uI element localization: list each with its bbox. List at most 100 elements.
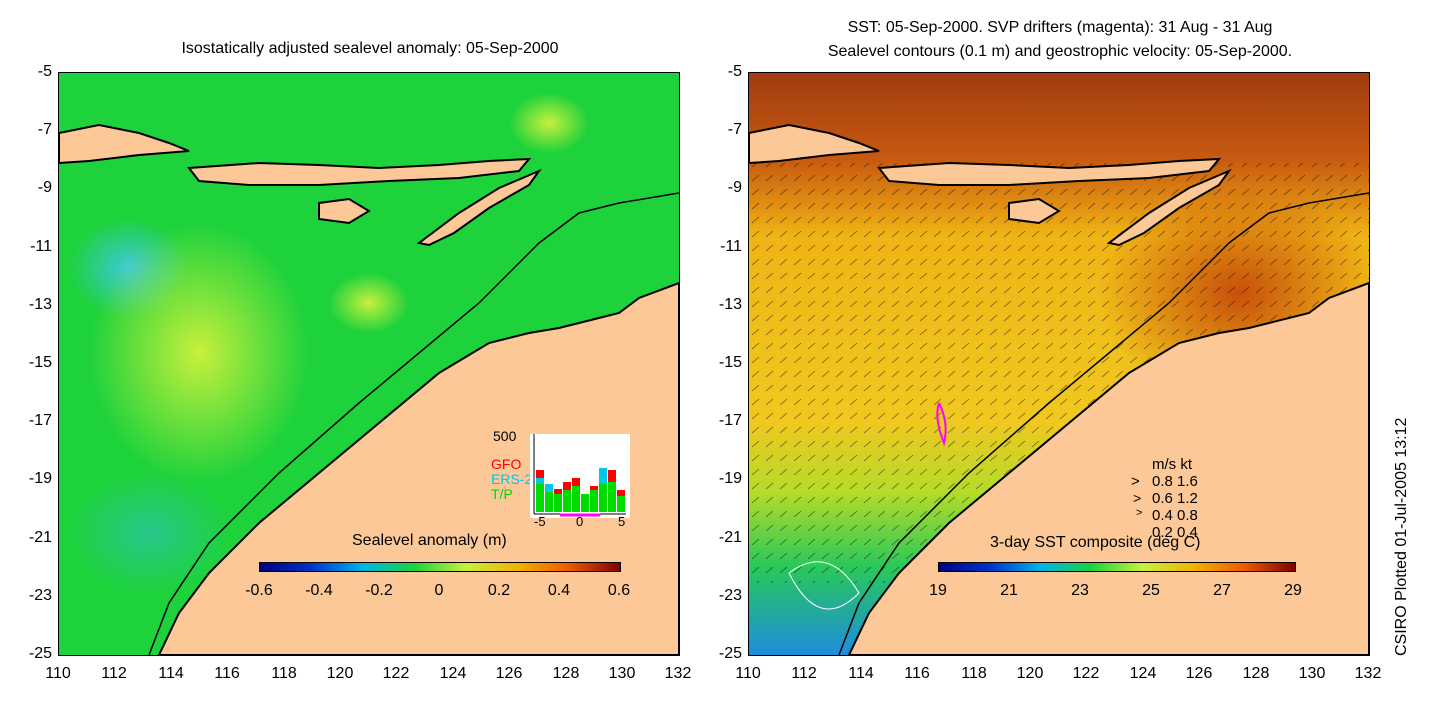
speed-arrow-icon: >	[1136, 507, 1143, 519]
nusa-tenggara-islands	[877, 157, 1222, 186]
inset-x-tick: -5	[534, 514, 546, 529]
right-x-tick: 110	[735, 665, 761, 682]
left-y-tick: -25	[28, 645, 52, 662]
right-y-tick: -23	[718, 587, 742, 604]
left-x-tick: 116	[214, 665, 240, 682]
left-y-tick: -11	[30, 238, 52, 255]
left-x-tick: 132	[664, 665, 692, 682]
left-x-tick: 110	[45, 665, 71, 682]
sst-colorbar-tick: 21	[1000, 582, 1018, 599]
sla-colorbar-tick: 0.2	[487, 582, 511, 599]
left-y-tick: -19	[28, 470, 52, 487]
high-anomaly-patch-north	[509, 93, 589, 153]
speed-legend-row: 0.6 1.2	[1152, 490, 1198, 507]
right-x-tick: 128	[1242, 665, 1270, 682]
left-y-tick: -5	[37, 63, 52, 80]
histogram-bars	[536, 468, 625, 512]
speed-legend-row: 0.8 1.6	[1152, 473, 1198, 490]
high-anomaly-patch-small	[329, 273, 409, 333]
sla-colorbar-tick: -0.2	[365, 582, 393, 599]
sst-colorbar-tick: 29	[1284, 582, 1302, 599]
sla-colorbar	[259, 562, 621, 572]
sst-colorbar-tick: 25	[1142, 582, 1160, 599]
right-map-title-line2: Sealevel contours (0.1 m) and geostrophi…	[827, 43, 1293, 60]
timor-island	[1106, 168, 1232, 247]
left-y-tick: -23	[28, 587, 52, 604]
left-x-tick: 122	[382, 665, 410, 682]
left-y-tick: -7	[37, 121, 52, 138]
left-x-tick: 126	[495, 665, 523, 682]
legend-tp: T/P	[491, 486, 513, 502]
left-y-tick: -13	[28, 296, 52, 313]
high-anomaly-patch	[89, 223, 309, 483]
left-x-tick: 130	[608, 665, 636, 682]
speed-legend-row: 0.2 0.4	[1152, 524, 1198, 541]
left-map-title: Isostatically adjusted sealevel anomaly:…	[181, 40, 559, 57]
speed-arrow-icon: >	[1133, 490, 1142, 506]
right-x-tick: 114	[848, 665, 874, 682]
nusa-tenggara-islands	[187, 157, 532, 186]
right-x-tick: 132	[1354, 665, 1382, 682]
left-x-tick: 112	[101, 665, 127, 682]
right-x-tick: 122	[1072, 665, 1100, 682]
speed-legend-header: m/s kt	[1152, 456, 1192, 473]
sla-colorbar-tick: 0.6	[607, 582, 631, 599]
legend-gfo: GFO	[491, 456, 522, 472]
svp-drifter-track	[936, 402, 947, 447]
right-y-tick: -9	[727, 179, 742, 196]
sst-colorbar-tick: 19	[929, 582, 947, 599]
sst-colorbar-label: 3-day SST composite (deg C)	[990, 534, 1201, 551]
shelf-contour	[838, 192, 1369, 655]
left-x-tick: 118	[271, 665, 297, 682]
sumba-island	[1008, 197, 1061, 225]
right-x-tick: 118	[961, 665, 987, 682]
inset-x-tick: 0	[576, 514, 584, 529]
pass-histogram	[530, 434, 630, 518]
sla-colorbar-tick: -0.4	[305, 582, 333, 599]
sla-colorbar-tick: 0.4	[547, 582, 571, 599]
left-x-tick: 120	[326, 665, 354, 682]
right-x-tick: 120	[1016, 665, 1044, 682]
inset-y-max: 500	[493, 428, 517, 444]
left-y-tick: -9	[37, 179, 52, 196]
left-x-tick: 114	[158, 665, 184, 682]
left-x-tick: 128	[552, 665, 580, 682]
java-island	[749, 123, 880, 165]
right-y-tick: -19	[718, 470, 742, 487]
right-y-tick: -5	[727, 63, 742, 80]
sst-colorbar	[938, 562, 1296, 572]
right-y-tick: -21	[718, 529, 742, 546]
plot-credit: CSIRO Plotted 01-Jul-2005 13:12	[1393, 417, 1410, 656]
left-x-tick: 124	[439, 665, 467, 682]
right-y-tick: -25	[718, 645, 742, 662]
left-y-tick: -15	[28, 354, 52, 371]
timor-island	[416, 168, 542, 247]
speed-legend-row: 0.4 0.8	[1152, 507, 1198, 524]
legend-ers2: ERS-2	[491, 471, 533, 487]
right-x-tick: 116	[904, 665, 930, 682]
right-x-tick: 112	[791, 665, 817, 682]
sla-colorbar-tick: -0.6	[245, 582, 273, 599]
right-y-tick: -7	[727, 121, 742, 138]
right-y-tick: -15	[718, 354, 742, 371]
shelf-contour	[148, 192, 679, 655]
java-island	[59, 123, 190, 165]
sst-map[interactable]	[748, 72, 1370, 656]
right-y-tick: -11	[720, 238, 742, 255]
right-x-tick: 126	[1185, 665, 1213, 682]
sst-colorbar-tick: 23	[1071, 582, 1089, 599]
right-x-tick: 130	[1298, 665, 1326, 682]
sst-map-canvas	[749, 73, 1369, 655]
right-map-title-line1: SST: 05-Sep-2000. SVP drifters (magenta)…	[847, 19, 1273, 36]
sst-colorbar-tick: 27	[1213, 582, 1231, 599]
teal-anomaly-patch	[69, 473, 229, 593]
right-y-tick: -13	[718, 296, 742, 313]
speed-arrow-icon: >	[1131, 473, 1140, 490]
sealevel-contour	[788, 561, 860, 610]
right-x-tick: 124	[1129, 665, 1157, 682]
inset-x-tick: 5	[618, 514, 626, 529]
left-y-tick: -17	[28, 412, 52, 429]
left-y-tick: -21	[28, 529, 52, 546]
right-y-tick: -17	[718, 412, 742, 429]
sla-colorbar-label: Sealevel anomaly (m)	[352, 532, 507, 549]
